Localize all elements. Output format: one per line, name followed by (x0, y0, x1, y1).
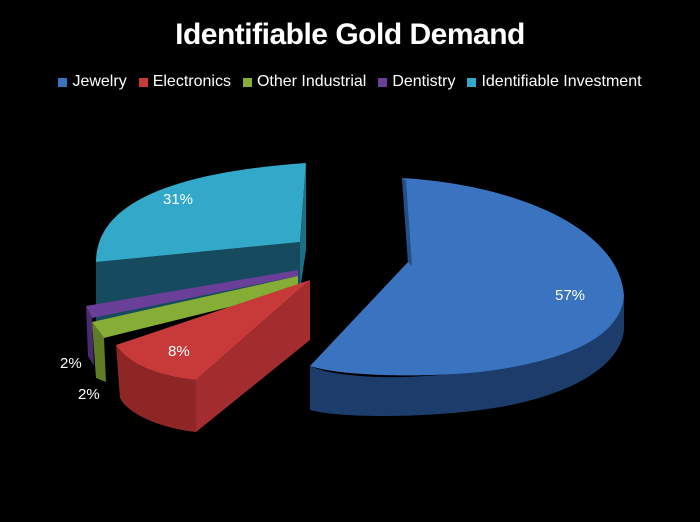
slice-other-industrial (92, 276, 298, 382)
legend-swatch-icon (58, 77, 68, 87)
legend-label: Electronics (152, 73, 231, 90)
legend-item-identifiable-investment: Identifiable Investment (467, 73, 642, 91)
data-label-jewelry: 57% (555, 287, 586, 304)
legend-item-jewelry: Jewelry (58, 73, 127, 91)
legend-swatch-icon (378, 77, 388, 87)
slice-dentistry (86, 270, 298, 366)
data-label-dentistry: 2% (60, 355, 82, 372)
legend-label: Jewelry (72, 73, 127, 90)
chart-legend: Jewelry Electronics Other Industrial Den… (0, 73, 700, 91)
legend-item-electronics: Electronics (138, 73, 231, 91)
legend-item-other-industrial: Other Industrial (242, 73, 367, 91)
legend-swatch-icon (467, 77, 477, 87)
slice-identifiable-investment (96, 163, 306, 330)
legend-item-dentistry: Dentistry (378, 73, 455, 91)
legend-label: Dentistry (392, 73, 456, 90)
chart-title: Identifiable Gold Demand (175, 18, 525, 51)
legend-label: Identifiable Investment (481, 73, 642, 90)
slice-jewelry (310, 178, 624, 416)
legend-swatch-icon (138, 77, 148, 87)
legend-label: Other Industrial (256, 73, 367, 90)
data-label-identifiable-investment: 31% (163, 191, 194, 208)
data-label-other-industrial: 2% (78, 386, 100, 403)
slice-electronics (116, 280, 310, 432)
data-label-electronics: 8% (168, 343, 190, 360)
legend-swatch-icon (242, 77, 252, 87)
